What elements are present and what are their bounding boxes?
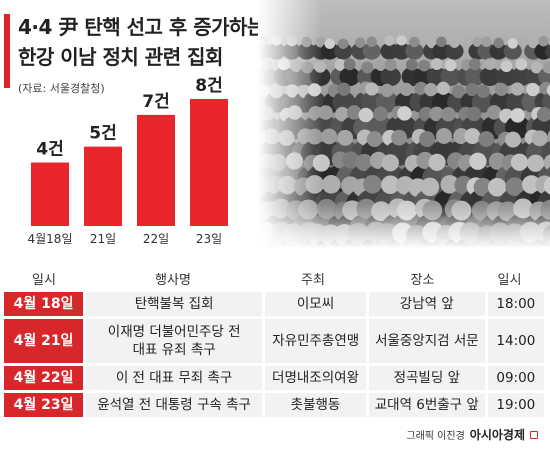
bar-value-label: 4건 bbox=[36, 140, 63, 160]
table-row: 4월 21일 이재명 더불어민주당 전 대표 유죄 촉구 자유민주총연맹 서울중… bbox=[4, 319, 544, 363]
table-row: 4월 18일 탄핵불복 집회 이모씨 강남역 앞 18:00 bbox=[4, 292, 544, 316]
graphic-credit: 그래픽 이진경 bbox=[406, 431, 465, 442]
row-event: 윤석열 전 대통령 구속 촉구 bbox=[86, 393, 263, 417]
table-row: 4월 22일 이 전 대표 무죄 촉구 더명내조의여왕 정곡빌딩 앞 09:00 bbox=[4, 366, 544, 390]
row-time: 19:00 bbox=[487, 393, 544, 417]
bar-chart: 4건 4월18일 5건 21일 7건 22일 8건 23일 bbox=[28, 76, 228, 246]
row-time: 18:00 bbox=[487, 292, 544, 316]
rally-schedule-table: 일시 행사명 주최 장소 일시 4월 18일 탄핵불복 집회 이모씨 강남역 앞… bbox=[4, 267, 544, 417]
bar-value-label: 7건 bbox=[142, 92, 169, 112]
row-host: 자유민주총연맹 bbox=[265, 319, 367, 363]
header-date: 일시 bbox=[32, 272, 56, 288]
title-line-2: 한강 이남 정치 관련 집회 bbox=[18, 45, 223, 69]
header-event: 행사명 bbox=[155, 272, 191, 288]
header-host: 주최 bbox=[301, 272, 325, 288]
source-note: (자료: 서울경찰청) bbox=[18, 82, 105, 95]
row-date: 4월 23일 bbox=[4, 393, 84, 417]
publisher-logo: 아시아경제 bbox=[469, 428, 525, 442]
header-time: 일시 bbox=[497, 272, 522, 288]
row-event: 탄핵불복 집회 bbox=[86, 292, 263, 316]
row-time: 09:00 bbox=[487, 366, 544, 390]
protest-crowd-photo bbox=[258, 0, 550, 248]
bar-4월18일 bbox=[31, 162, 69, 226]
brand-mark-icon bbox=[530, 430, 538, 439]
title-accent-bar bbox=[4, 14, 10, 88]
x-tick-label: 21일 bbox=[90, 232, 116, 246]
row-date: 4월 21일 bbox=[4, 319, 84, 363]
footer-credit: 그래픽 이진경 아시아경제 bbox=[406, 426, 538, 443]
row-host: 이모씨 bbox=[265, 292, 366, 316]
x-tick-label: 4월18일 bbox=[28, 232, 73, 246]
table-header: 일시 행사명 주최 장소 일시 bbox=[4, 267, 544, 289]
x-tick-label: 22일 bbox=[143, 232, 169, 246]
row-time: 14:00 bbox=[487, 319, 544, 363]
bar-value-label: 8건 bbox=[195, 76, 222, 96]
row-host: 촛불행동 bbox=[265, 393, 366, 417]
bar-21일 bbox=[84, 146, 122, 226]
row-date: 4월 22일 bbox=[4, 366, 84, 390]
header-place: 장소 bbox=[410, 272, 435, 288]
row-place: 정곡빌딩 앞 bbox=[368, 366, 485, 390]
bar-23일 bbox=[190, 99, 228, 226]
row-event: 이재명 더불어민주당 전 대표 유죄 촉구 bbox=[86, 319, 263, 363]
table-row: 4월 23일 윤석열 전 대통령 구속 촉구 촛불행동 교대역 6번출구 앞 1… bbox=[4, 393, 544, 417]
chart-title: 4·4 尹 탄핵 선고 후 증가하는 한강 이남 정치 관련 집회 bbox=[18, 12, 265, 72]
row-host: 더명내조의여왕 bbox=[265, 366, 366, 390]
row-place: 서울중앙지검 서문 bbox=[369, 319, 485, 363]
bar-value-label: 5건 bbox=[89, 124, 116, 144]
row-place: 교대역 6번출구 앞 bbox=[368, 393, 485, 417]
x-tick-label: 23일 bbox=[196, 232, 222, 246]
row-place: 강남역 앞 bbox=[368, 292, 485, 316]
row-date: 4월 18일 bbox=[4, 292, 84, 316]
bar-22일 bbox=[137, 114, 175, 226]
title-line-1: 4·4 尹 탄핵 선고 후 증가하는 bbox=[18, 15, 265, 39]
row-event: 이 전 대표 무죄 촉구 bbox=[86, 366, 263, 390]
